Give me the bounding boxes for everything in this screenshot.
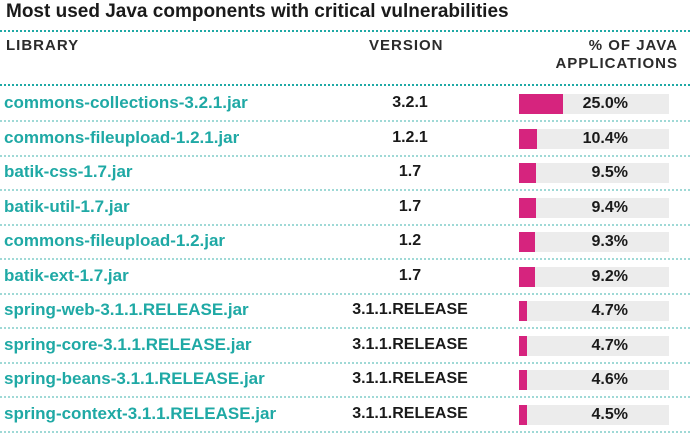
percent-label: 4.7% — [591, 302, 628, 319]
column-header-version: VERSION — [369, 37, 444, 54]
chart-title: Most used Java components with critical … — [6, 1, 509, 22]
percent-label: 4.7% — [591, 336, 628, 354]
percent-label: 25.0% — [582, 95, 628, 112]
percent-label: 9.3% — [591, 233, 628, 250]
row-divider — [0, 120, 690, 122]
header-divider — [0, 84, 690, 86]
table-row: commons-collections-3.2.1.jar 3.2.1 25.0% — [0, 88, 690, 122]
bar-track — [519, 128, 669, 149]
library-version: 1.2 — [398, 232, 422, 249]
bar-track — [519, 301, 669, 321]
row-divider — [0, 154, 690, 157]
row-divider — [0, 292, 690, 295]
bar-fill — [519, 232, 535, 252]
bar-track — [519, 197, 669, 218]
library-name: commons-fileupload-1.2.1.jar — [4, 127, 240, 147]
table-row: batik-css-1.7.jar 1.7 9.5% — [0, 157, 690, 191]
bar-track — [519, 266, 669, 287]
percent-label: 10.4% — [582, 129, 628, 147]
table-row: spring-beans-3.1.1.RELEASE.jar 3.1.1.RELE… — [0, 364, 690, 398]
library-version: 1.2.1 — [392, 128, 428, 146]
library-name: batik-css-1.7.jar — [4, 162, 133, 181]
bar-track — [519, 404, 669, 425]
bar-fill — [519, 370, 527, 390]
library-name: batik-util-1.7.jar — [4, 196, 130, 216]
table-row: batik-ext-1.7.jar 1.7 9.2% — [0, 261, 690, 295]
library-version: 3.1.1.RELEASE — [352, 335, 468, 353]
table-row: spring-context-3.1.1.RELEASE.jar 3.1.1.RE… — [0, 399, 690, 433]
library-name: spring-context-3.1.1.RELEASE.jar — [4, 403, 277, 423]
bar-track — [519, 335, 669, 356]
bar-fill — [519, 404, 527, 425]
library-name: commons-fileupload-1.2.jar — [4, 231, 226, 250]
percent-label: 9.2% — [591, 267, 628, 285]
row-divider — [0, 430, 690, 433]
column-header-percent: % OF JAVA APPLICATIONS — [555, 37, 678, 73]
row-divider — [0, 327, 690, 329]
row-divider — [0, 189, 690, 191]
row-divider — [0, 223, 690, 226]
table-row: commons-fileupload-1.2.1.jar 1.2.1 10.4% — [0, 123, 690, 157]
column-header-library: LIBRARY — [6, 37, 80, 54]
bar-fill — [519, 94, 563, 114]
table-row: spring-core-3.1.1.RELEASE.jar 3.1.1.RELEA… — [0, 330, 690, 364]
bar-fill — [519, 128, 537, 149]
library-name: spring-web-3.1.1.RELEASE.jar — [4, 300, 249, 319]
percent-label: 4.6% — [591, 371, 628, 388]
bar-fill — [519, 335, 527, 356]
bar-track — [519, 370, 669, 390]
library-version: 3.1.1.RELEASE — [352, 404, 468, 422]
row-divider — [0, 396, 690, 398]
column-header-percent-line1: % OF JAVA — [588, 37, 678, 54]
table-row: batik-util-1.7.jar 1.7 9.4% — [0, 192, 690, 226]
percent-label: 9.4% — [591, 198, 628, 216]
library-name: commons-collections-3.2.1.jar — [4, 93, 248, 112]
row-divider — [0, 361, 690, 364]
library-name: spring-beans-3.1.1.RELEASE.jar — [4, 369, 265, 388]
library-version: 3.1.1.RELEASE — [352, 370, 468, 387]
bar-track — [519, 163, 669, 183]
library-version: 1.7 — [398, 197, 422, 215]
library-name: spring-core-3.1.1.RELEASE.jar — [4, 334, 252, 354]
library-version: 3.1.1.RELEASE — [352, 301, 468, 318]
library-version: 1.7 — [398, 266, 422, 284]
percent-label: 4.5% — [591, 405, 628, 423]
row-divider — [0, 258, 690, 260]
library-version: 1.7 — [398, 163, 422, 180]
bar-fill — [519, 197, 536, 218]
percent-label: 9.5% — [591, 164, 628, 181]
library-name: batik-ext-1.7.jar — [4, 265, 129, 285]
bar-fill — [519, 163, 536, 183]
column-header-percent-line2: APPLICATIONS — [555, 55, 678, 72]
bar-fill — [519, 266, 535, 287]
table-row: commons-fileupload-1.2.jar 1.2 9.3% — [0, 226, 690, 260]
title-divider — [0, 30, 690, 32]
library-version: 3.2.1 — [392, 94, 428, 111]
table-row: spring-web-3.1.1.RELEASE.jar 3.1.1.RELEAS… — [0, 295, 690, 329]
bar-track — [519, 232, 669, 252]
bar-track — [519, 94, 669, 114]
bar-fill — [519, 301, 527, 321]
